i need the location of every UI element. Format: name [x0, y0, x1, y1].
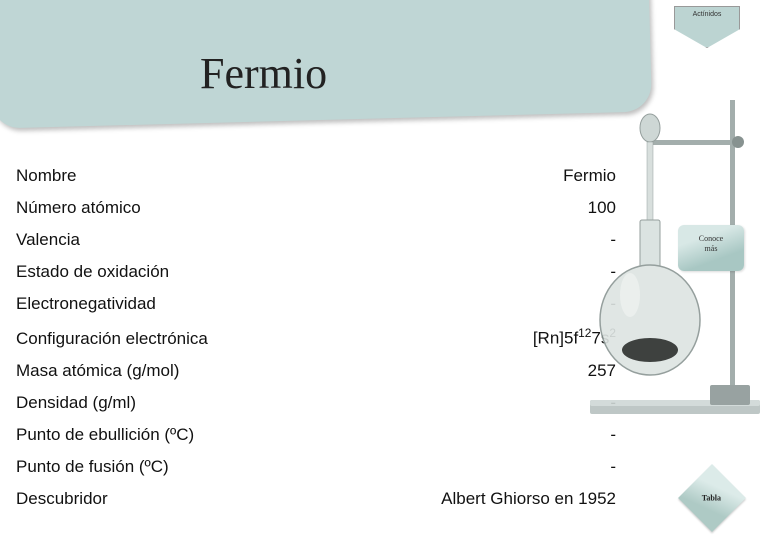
- prop-label: Electronegatividad: [16, 294, 156, 314]
- prop-label: Masa atómica (g/mol): [16, 361, 179, 381]
- conoce-line2: más: [705, 244, 718, 253]
- page-title: Fermio: [200, 48, 327, 99]
- table-row: Punto de ebullición (ºC) -: [16, 419, 616, 451]
- table-row: Masa atómica (g/mol) 257: [16, 355, 616, 387]
- prop-label: Descubridor: [16, 489, 108, 509]
- prop-label: Densidad (g/ml): [16, 393, 136, 413]
- table-row: Densidad (g/ml) -: [16, 387, 616, 419]
- prop-label: Número atómico: [16, 198, 141, 218]
- table-row: Electronegatividad -: [16, 288, 616, 320]
- prop-label: Estado de oxidación: [16, 262, 169, 282]
- tabla-label: Tabla: [702, 494, 721, 503]
- table-row: Configuración electrónica [Rn]5f127s2: [16, 320, 616, 355]
- prop-label: Punto de ebullición (ºC): [16, 425, 194, 445]
- conoce-mas-link[interactable]: Conoce más: [678, 225, 744, 271]
- table-row: Número atómico 100: [16, 192, 616, 224]
- table-row: Valencia -: [16, 224, 616, 256]
- prop-label: Configuración electrónica: [16, 329, 208, 349]
- prop-label: Punto de fusión (ºC): [16, 457, 169, 477]
- conoce-line1: Conoce: [699, 234, 723, 243]
- prop-label: Valencia: [16, 230, 80, 250]
- prop-label: Nombre: [16, 166, 76, 186]
- table-row: Estado de oxidación -: [16, 256, 616, 288]
- category-label: Actínidos: [693, 11, 722, 18]
- table-row: Nombre Fermio: [16, 160, 616, 192]
- table-row: Descubridor Albert Ghiorso en 1952: [16, 483, 616, 515]
- category-badge[interactable]: Actínidos: [674, 6, 740, 48]
- flask-illustration: [590, 100, 760, 500]
- table-row: Punto de fusión (ºC) -: [16, 451, 616, 483]
- properties-table: Nombre Fermio Número atómico 100 Valenci…: [16, 160, 616, 515]
